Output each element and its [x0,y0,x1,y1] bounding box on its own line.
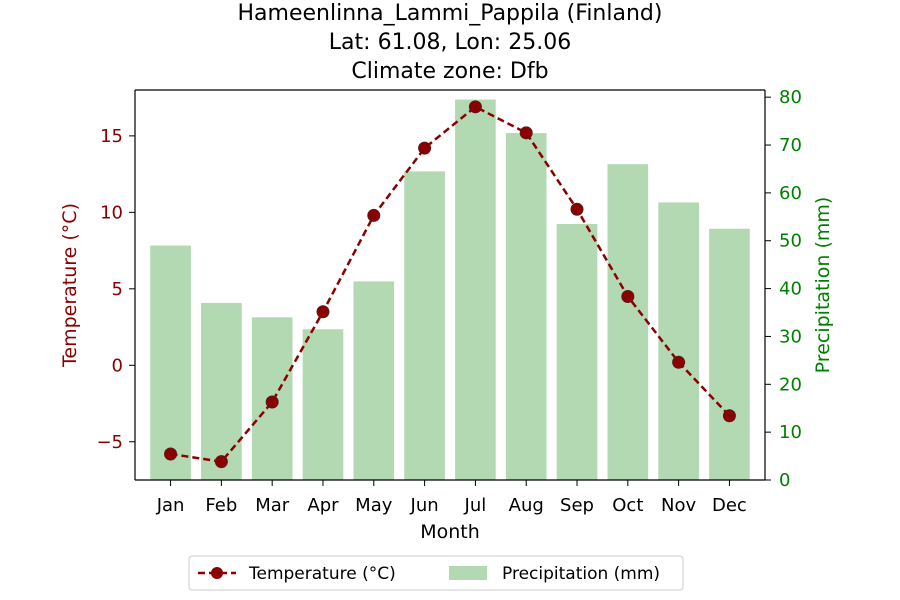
legend: Temperature (°C) Precipitation (mm) [188,555,684,591]
y-left-tick-label: 10 [100,202,123,223]
temperature-point-oct [621,289,635,303]
precipitation-bar-oct [607,164,649,480]
y-left-tick-label: 5 [112,279,123,300]
chart-title-line-3: Climate zone: Dfb [351,59,548,84]
x-axis-label: Month [420,521,480,543]
legend-temperature-label: Temperature (°C) [248,564,396,584]
precipitation-bar-jan [150,245,191,480]
precipitation-bar-sep [556,223,598,480]
temperature-point-mar [265,395,279,409]
y-right-tick-label: 70 [779,135,802,156]
chart-title-line-1: Hameenlinna_Lammi_Pappila (Finland) [238,1,663,26]
y-left-tick-label: −5 [96,432,123,453]
temperature-point-dec [722,409,736,423]
precipitation-bar-feb [201,302,242,480]
x-tick-label-dec: Dec [712,495,747,516]
y-right-tick-label: 80 [779,87,802,108]
chart-title-line-2: Lat: 61.08, Lon: 25.06 [329,30,571,55]
legend-frame [188,555,684,591]
y-right-tick-label: 30 [779,326,802,347]
y-right-tick-label: 10 [779,422,802,443]
y-left-tick-label: 15 [100,126,123,147]
x-tick-label-jun: Jun [410,495,439,516]
temperature-series-line [170,105,731,463]
precipitation-bar-apr [302,329,344,480]
precipitation-bars [150,99,750,481]
y-right-tick-label: 20 [779,374,802,395]
temperature-point-jun [418,141,432,155]
y-left-tick-label: 0 [112,355,123,376]
x-tick-label-apr: Apr [307,495,339,516]
y-axis-right-label: Precipitation (mm) [812,197,834,374]
legend-precipitation-label: Precipitation (mm) [502,564,660,584]
x-tick-label-sep: Sep [560,495,594,516]
y-right-tick-label: 60 [779,183,802,204]
precipitation-bar-aug [505,133,547,480]
temperature-point-sep [570,202,584,216]
y-right-tick-label: 0 [779,470,790,491]
precipitation-bar-dec [709,228,750,480]
temperature-point-apr [316,305,330,319]
y-right-tick-label: 50 [779,231,802,252]
y-right-tick-label: 40 [779,279,802,300]
temperature-point-aug [519,126,533,140]
legend-temperature-marker [211,567,223,579]
legend-precipitation-swatch [449,566,487,580]
x-tick-label-nov: Nov [661,495,696,516]
x-tick-label-jan: Jan [156,495,185,516]
precipitation-bar-nov [658,202,699,481]
axes: Jan Feb Mar Apr May Jun Jul Aug Sep Oct Nov Dec −5 0 5… [96,87,801,516]
temperature-point-feb [214,455,228,469]
x-tick-label-mar: Mar [255,495,290,516]
x-tick-label-may: May [355,495,393,516]
x-tick-label-aug: Aug [509,495,544,516]
chart-title: Hameenlinna_Lammi_Pappila (Finland) Lat:… [238,1,663,84]
precipitation-bar-jul [455,99,496,480]
x-tick-label-jul: Jul [464,495,487,516]
temperature-point-nov [672,355,686,369]
precipitation-bar-may [353,281,395,480]
x-tick-label-feb: Feb [205,495,237,516]
temperature-line [164,100,736,469]
precipitation-bar-jun [404,171,445,481]
y-axis-left-label: Temperature (°C) [59,203,81,368]
temperature-point-jan [164,447,178,461]
temperature-point-jul [468,100,482,114]
x-tick-label-oct: Oct [612,495,643,516]
temperature-point-may [367,208,381,222]
